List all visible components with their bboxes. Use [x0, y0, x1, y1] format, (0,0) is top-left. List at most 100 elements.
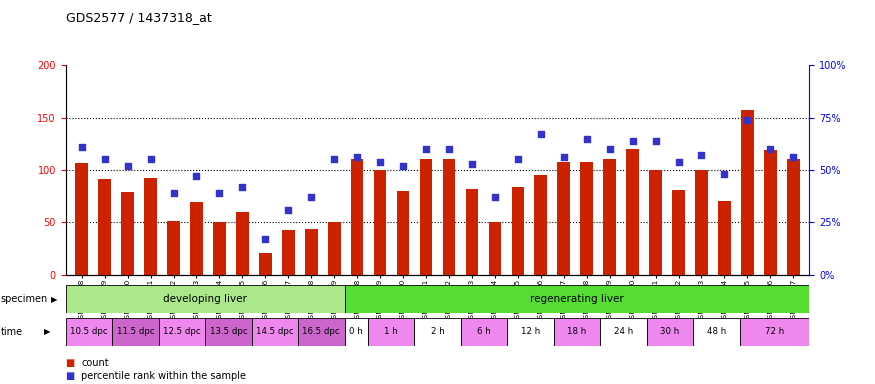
Text: 16.5 dpc: 16.5 dpc: [303, 327, 340, 336]
Point: [121, 163, 135, 169]
Bar: [554, 318, 600, 346]
Text: GDS2577 / 1437318_at: GDS2577 / 1437318_at: [66, 12, 212, 25]
Text: ■: ■: [66, 358, 75, 368]
Point: [511, 156, 525, 162]
Bar: [741, 110, 753, 275]
Point: [396, 163, 410, 169]
Bar: [158, 318, 205, 346]
Bar: [718, 201, 731, 275]
Point: [350, 154, 364, 161]
Point: [373, 159, 387, 165]
Bar: [374, 170, 387, 275]
Text: time: time: [1, 327, 23, 337]
Text: 18 h: 18 h: [567, 327, 586, 336]
Bar: [282, 230, 295, 275]
Text: 13.5 dpc: 13.5 dpc: [209, 327, 247, 336]
Point: [144, 156, 158, 162]
Bar: [396, 191, 410, 275]
Bar: [443, 159, 455, 275]
Point: [603, 146, 617, 152]
Text: 72 h: 72 h: [765, 327, 784, 336]
Text: 1 h: 1 h: [384, 327, 398, 336]
Point: [787, 154, 801, 161]
Bar: [600, 318, 647, 346]
Bar: [214, 222, 226, 275]
Bar: [557, 162, 570, 275]
Bar: [66, 285, 345, 313]
Bar: [298, 318, 345, 346]
Bar: [647, 318, 693, 346]
Bar: [304, 228, 318, 275]
Point: [648, 137, 662, 144]
Point: [534, 131, 548, 137]
Bar: [672, 190, 685, 275]
Bar: [205, 318, 252, 346]
Bar: [345, 285, 809, 313]
Point: [442, 146, 456, 152]
Point: [695, 152, 709, 158]
Bar: [259, 253, 271, 275]
Bar: [739, 318, 809, 346]
Text: 2 h: 2 h: [430, 327, 444, 336]
Point: [671, 159, 685, 165]
Bar: [122, 192, 134, 275]
Point: [235, 184, 249, 190]
Point: [626, 137, 640, 144]
Text: 0 h: 0 h: [349, 327, 363, 336]
Point: [580, 136, 594, 142]
Text: 14.5 dpc: 14.5 dpc: [256, 327, 294, 336]
Bar: [580, 162, 593, 275]
Text: 12.5 dpc: 12.5 dpc: [163, 327, 200, 336]
Bar: [351, 159, 363, 275]
Bar: [414, 318, 461, 346]
Bar: [649, 170, 662, 275]
Text: 11.5 dpc: 11.5 dpc: [116, 327, 154, 336]
Text: specimen: specimen: [1, 294, 48, 304]
Text: 12 h: 12 h: [521, 327, 540, 336]
Bar: [252, 318, 298, 346]
Point: [213, 190, 227, 196]
Point: [190, 173, 204, 179]
Text: count: count: [81, 358, 109, 368]
Text: ■: ■: [66, 371, 75, 381]
Point: [718, 171, 732, 177]
Bar: [190, 202, 203, 275]
Bar: [167, 221, 180, 275]
Point: [74, 144, 88, 150]
Bar: [420, 159, 432, 275]
Text: developing liver: developing liver: [163, 294, 247, 304]
Bar: [66, 318, 112, 346]
Bar: [144, 178, 157, 275]
Text: 6 h: 6 h: [477, 327, 491, 336]
Bar: [75, 162, 88, 275]
Bar: [98, 179, 111, 275]
Point: [556, 154, 570, 161]
Point: [98, 156, 112, 162]
Bar: [236, 212, 248, 275]
Bar: [368, 318, 414, 346]
Point: [281, 207, 295, 213]
Point: [327, 156, 341, 162]
Bar: [345, 318, 368, 346]
Point: [166, 190, 180, 196]
Text: ▶: ▶: [44, 327, 50, 336]
Point: [763, 146, 777, 152]
Point: [258, 236, 272, 242]
Point: [419, 146, 433, 152]
Point: [304, 194, 318, 200]
Bar: [466, 189, 479, 275]
Bar: [507, 318, 554, 346]
Text: 10.5 dpc: 10.5 dpc: [70, 327, 108, 336]
Bar: [604, 159, 616, 275]
Bar: [535, 175, 547, 275]
Bar: [764, 150, 777, 275]
Bar: [693, 318, 739, 346]
Bar: [512, 187, 524, 275]
Bar: [488, 222, 501, 275]
Text: ▶: ▶: [51, 295, 57, 304]
Text: 30 h: 30 h: [661, 327, 680, 336]
Bar: [787, 159, 800, 275]
Bar: [112, 318, 158, 346]
Text: percentile rank within the sample: percentile rank within the sample: [81, 371, 247, 381]
Bar: [328, 222, 340, 275]
